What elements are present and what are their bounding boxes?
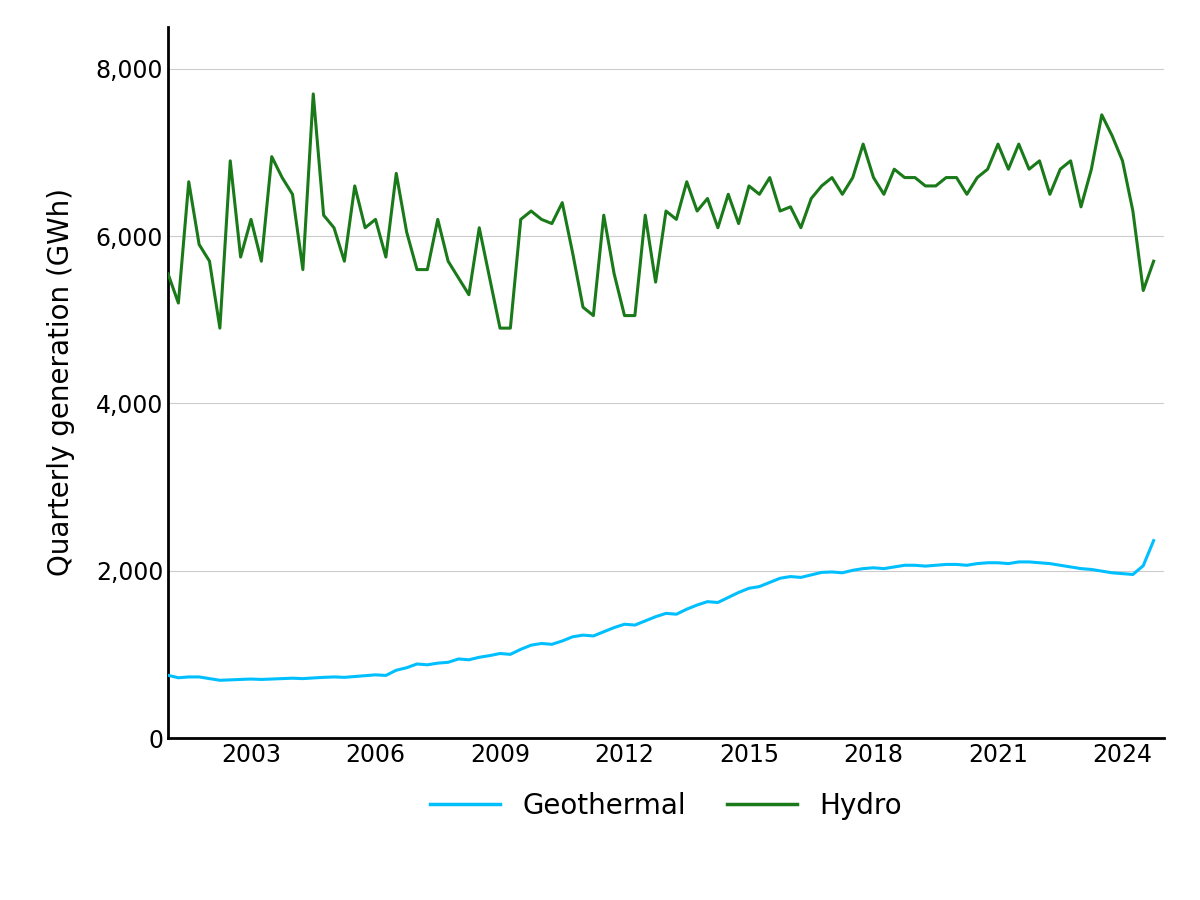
Hydro bbox=[212, 323, 227, 334]
Line: Geothermal: Geothermal bbox=[168, 541, 1153, 680]
Line: Hydro: Hydro bbox=[168, 94, 1153, 328]
Geothermal bbox=[670, 608, 684, 619]
Legend: Geothermal, Hydro: Geothermal, Hydro bbox=[419, 780, 913, 831]
Hydro bbox=[1146, 256, 1160, 266]
Hydro bbox=[1084, 164, 1098, 175]
Geothermal bbox=[701, 597, 715, 608]
Hydro bbox=[607, 268, 622, 279]
Hydro bbox=[161, 268, 175, 279]
Geothermal bbox=[161, 670, 175, 680]
Hydro bbox=[462, 289, 476, 300]
Hydro bbox=[317, 210, 331, 220]
Hydro bbox=[306, 88, 320, 99]
Hydro bbox=[710, 222, 725, 233]
Geothermal bbox=[306, 672, 320, 683]
Geothermal bbox=[596, 626, 611, 637]
Geothermal bbox=[1146, 536, 1160, 546]
Y-axis label: Quarterly generation (GWh): Quarterly generation (GWh) bbox=[47, 188, 74, 577]
Geothermal bbox=[1074, 563, 1088, 574]
Hydro bbox=[679, 176, 694, 187]
Geothermal bbox=[451, 653, 466, 664]
Geothermal bbox=[212, 675, 227, 686]
